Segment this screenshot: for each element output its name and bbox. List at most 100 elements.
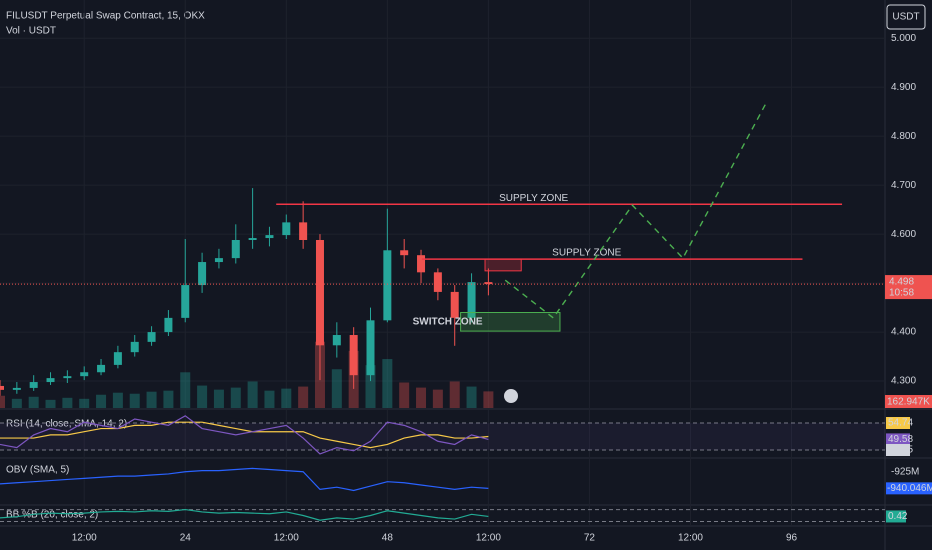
event-icon[interactable] (504, 389, 518, 403)
volume-bar (365, 365, 376, 408)
obv-title: OBV (SMA, 5) (6, 465, 69, 476)
volume-bar (28, 396, 39, 408)
x-tick-label: 12:00 (274, 533, 299, 544)
obv-last-label: -940.046M (887, 483, 932, 494)
candle-body (366, 320, 375, 376)
candle-body (265, 235, 274, 239)
zone-box (460, 311, 561, 332)
x-tick-label: 48 (382, 533, 394, 544)
volume-bar (11, 398, 22, 408)
volume-bar (264, 390, 275, 408)
candle-body (349, 335, 358, 376)
volume-bar (112, 392, 123, 408)
x-tick-label: 72 (584, 533, 596, 544)
rsi-title: RSI (14, close, SMA, 14, 2) (6, 419, 127, 430)
candle-body (147, 332, 156, 342)
volume-bar (247, 381, 258, 408)
volume-bar (163, 390, 174, 408)
x-tick-label: 96 (786, 533, 798, 544)
bb-last-label: 0.42 (888, 511, 908, 522)
candle-body (130, 341, 139, 353)
candle-body (113, 352, 122, 365)
volume-bar (331, 369, 342, 408)
candle-body (299, 222, 308, 240)
y-tick-label: 4.600 (891, 229, 916, 240)
value-tag (886, 510, 906, 523)
currency-button-label[interactable]: USDT (892, 12, 919, 23)
candle-body (198, 262, 207, 286)
x-tick-label: 12:00 (72, 533, 97, 544)
bb-line (0, 508, 489, 521)
candle-body (433, 272, 442, 292)
bb-title: BB %B (20, close, 2) (6, 510, 98, 521)
x-tick-label: 24 (180, 533, 192, 544)
candle-body (450, 291, 459, 318)
volume-bar (96, 394, 107, 408)
candle-body (248, 238, 257, 240)
zone-label: SWITCH ZONE (413, 316, 483, 327)
rsi-ma-line (0, 421, 489, 449)
obv-line (0, 467, 489, 492)
volume-bar (399, 382, 410, 408)
volume-bar (62, 397, 73, 408)
rsi-line (0, 415, 489, 455)
candle-body (29, 382, 38, 388)
chart-title: FILUSDT Perpetual Swap Contract, 15, OKX (6, 11, 205, 22)
candle-body (231, 240, 240, 259)
volume-bar (298, 386, 309, 408)
volume-value: 162.947K (887, 397, 930, 408)
volume-bar (281, 388, 292, 408)
currency-button[interactable] (886, 4, 926, 30)
y-tick-label: 4.800 (891, 131, 916, 142)
candle-body (97, 364, 106, 373)
candle-body (282, 222, 291, 236)
candle-body (46, 378, 55, 383)
candle-body (164, 317, 173, 333)
volume-bar (0, 395, 5, 408)
volume-label: Vol · USDT (6, 26, 56, 37)
candle-body (467, 282, 476, 318)
volume-bar (79, 398, 90, 408)
zone-box (484, 258, 522, 272)
volume-bar (416, 387, 427, 408)
value-tag (886, 482, 932, 495)
value-tag-label: 54.74 (888, 418, 913, 429)
candle-body (12, 387, 21, 390)
x-tick-label: 12:00 (678, 533, 703, 544)
candle-body (80, 372, 89, 377)
volume-bar (45, 399, 56, 408)
value-tag-label: 49.58 (888, 434, 913, 445)
x-tick-label: 12:00 (476, 533, 501, 544)
volume-bar (230, 387, 241, 408)
volume-bar (432, 389, 443, 408)
last-price-box (885, 275, 932, 300)
y-tick-label: 4.300 (891, 376, 916, 387)
candle-body (214, 258, 223, 263)
value-tag (886, 444, 910, 457)
candle-body (0, 385, 4, 390)
value-tag-label: 46.25 (888, 445, 913, 456)
volume-value-box (885, 395, 932, 408)
candle-body (315, 240, 324, 346)
value-tag (886, 433, 910, 446)
y-tick-label: 5.000 (891, 33, 916, 44)
annotation-label: SUPPLY ZONE (499, 193, 568, 204)
annotation-label: SUPPLY ZONE (552, 248, 621, 259)
candle-body (181, 285, 190, 318)
volume-bar (129, 393, 140, 408)
candle-body (417, 255, 426, 273)
y-tick-label: 4.900 (891, 82, 916, 93)
volume-bar (382, 359, 393, 408)
candle-body (383, 250, 392, 321)
rsi-band-fill (0, 423, 885, 451)
candle-body (332, 335, 341, 346)
volume-bar (197, 385, 208, 408)
projection-path (504, 103, 767, 319)
volume-bar (483, 391, 494, 408)
y-tick-label: 4.400 (891, 327, 916, 338)
candle-body (400, 250, 409, 256)
volume-bar (466, 386, 477, 408)
value-tag (886, 417, 910, 430)
